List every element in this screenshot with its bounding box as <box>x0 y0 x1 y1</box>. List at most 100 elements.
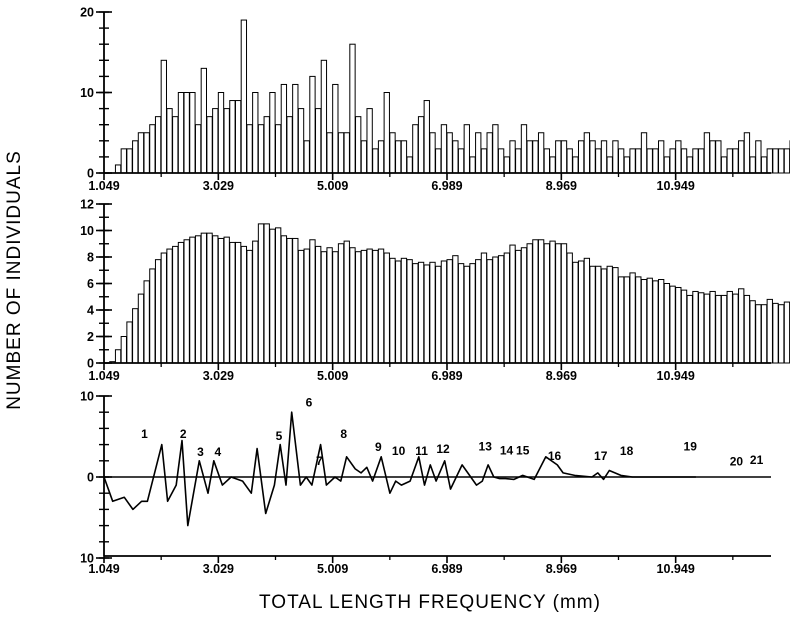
bar <box>612 267 619 364</box>
bar <box>440 260 448 364</box>
bar <box>360 140 368 174</box>
bar <box>172 245 179 364</box>
bar <box>640 279 648 364</box>
bar <box>435 265 442 364</box>
bar <box>309 75 316 174</box>
bar <box>132 140 139 174</box>
bar <box>635 276 642 364</box>
bar <box>223 236 230 364</box>
bar <box>766 298 773 364</box>
bar <box>480 252 488 364</box>
bar <box>778 148 785 174</box>
bar <box>257 124 265 174</box>
y-tick-label: 0 <box>87 357 94 371</box>
peak-label: 16 <box>548 449 562 463</box>
bar <box>189 236 196 364</box>
bar <box>675 286 682 364</box>
bar <box>194 235 202 364</box>
bar <box>286 237 293 364</box>
bar <box>315 245 322 364</box>
bar <box>446 132 453 174</box>
peak-label: 19 <box>684 439 698 453</box>
panel-2: 12 10 8 6 4 2 01.049 3.029 5.009 6.989 8.969 10.949 <box>80 198 790 383</box>
bar <box>509 140 516 174</box>
bar <box>623 276 631 364</box>
bar <box>446 259 453 364</box>
bar <box>166 248 173 364</box>
bar <box>412 263 419 364</box>
y-axis-title: NUMBER OF INDIVIDUALS <box>4 150 25 410</box>
bar <box>400 257 408 364</box>
bar <box>612 140 619 174</box>
bar <box>532 239 539 364</box>
bar <box>332 251 339 364</box>
bar <box>526 243 533 364</box>
bar <box>606 156 613 174</box>
x-tick-label: 3.029 <box>203 369 234 383</box>
y-tick-label: 10 <box>80 552 94 566</box>
difference-line <box>103 411 696 527</box>
bar <box>663 156 671 174</box>
bar <box>217 237 225 364</box>
y-tick-label: 20 <box>80 6 94 20</box>
peak-label: 7 <box>316 454 323 468</box>
bar <box>114 164 122 174</box>
bar <box>406 259 413 364</box>
bar <box>566 148 573 174</box>
bar <box>720 156 728 174</box>
bar <box>286 116 293 174</box>
y-tick-label: 0 <box>87 471 94 485</box>
bar <box>698 292 705 364</box>
bar <box>618 148 625 174</box>
bar <box>692 290 699 364</box>
bar <box>315 108 322 174</box>
bar <box>743 132 751 174</box>
bar <box>526 140 533 174</box>
bar <box>475 132 482 174</box>
bar <box>309 239 316 364</box>
bar <box>623 156 631 174</box>
bar <box>652 280 659 364</box>
bar <box>560 140 568 174</box>
bar <box>629 272 636 364</box>
x-tick-label: 10.949 <box>657 179 695 193</box>
peak-label: 14 <box>500 443 514 457</box>
bar <box>755 140 762 174</box>
bar <box>503 252 510 364</box>
bar <box>137 293 145 364</box>
peak-label: 17 <box>594 449 608 463</box>
bar <box>360 249 368 364</box>
bar <box>589 140 596 174</box>
bar <box>263 116 270 174</box>
x-tick-label: 10.949 <box>657 562 695 576</box>
bar <box>492 256 499 364</box>
y-tick-label: 4 <box>87 304 94 318</box>
x-tick-label: 8.969 <box>546 369 577 383</box>
bar <box>343 132 350 174</box>
bar <box>275 227 282 364</box>
bar <box>435 148 442 174</box>
bar <box>389 257 396 364</box>
bar <box>715 294 722 364</box>
bar <box>429 261 436 364</box>
bar <box>520 124 528 174</box>
y-tick-label: 10 <box>80 224 94 238</box>
bar <box>212 235 219 364</box>
bar <box>572 156 579 174</box>
bar <box>355 251 362 364</box>
bar <box>572 261 579 364</box>
bar <box>686 294 693 364</box>
bar <box>223 108 230 174</box>
bar <box>732 293 739 364</box>
x-tick-label: 5.009 <box>317 562 348 576</box>
bar <box>183 239 190 364</box>
bar <box>189 92 196 174</box>
bar <box>755 304 762 364</box>
bar <box>120 336 127 364</box>
bar <box>343 240 350 364</box>
bar <box>783 301 790 364</box>
bar <box>457 263 465 364</box>
bar <box>486 259 493 364</box>
bar <box>366 108 373 174</box>
bar <box>126 148 133 174</box>
